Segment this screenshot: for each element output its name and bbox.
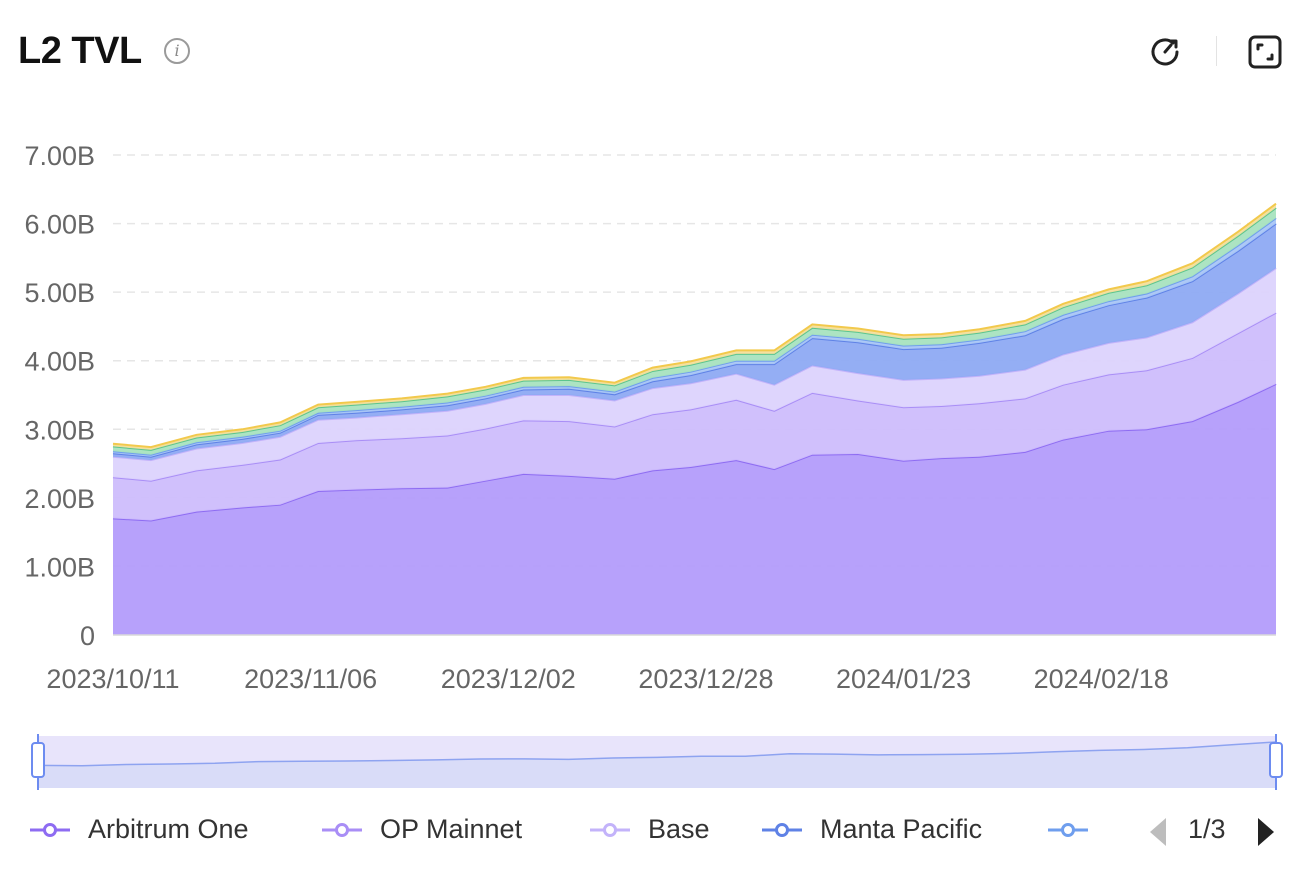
legend-label: OP Mainnet: [380, 814, 523, 844]
series-line-6: [112, 202, 1277, 449]
x-tick-label: 2024/02/18: [1034, 664, 1169, 694]
y-tick-label: 6.00B: [24, 210, 95, 240]
y-tick-label: 5.00B: [24, 278, 95, 308]
legend-next-icon[interactable]: [1252, 814, 1280, 850]
series-area-1: [113, 312, 1276, 521]
legend-page-indicator: 1/3: [1188, 814, 1226, 844]
y-tick-label: 2.00B: [24, 484, 95, 514]
y-tick-label: 1.00B: [24, 552, 95, 582]
zoom-handle-left[interactable]: [31, 742, 45, 778]
chart-title: L2 TVL: [18, 30, 142, 72]
legend-label: Manta Pacific: [820, 814, 983, 844]
legend-marker-icon: [762, 823, 802, 837]
x-tick-label: 2023/12/28: [638, 664, 773, 694]
zoom-preview-line: [37, 741, 1277, 767]
x-tick-label: 2023/10/11: [46, 664, 179, 694]
fullscreen-icon[interactable]: [1245, 32, 1285, 72]
legend-label: Arbitrum One: [88, 814, 249, 844]
legend-marker-icon: [1048, 823, 1088, 837]
series-area-3: [113, 223, 1276, 461]
legend-marker-icon: [30, 823, 70, 837]
y-tick-label: 3.00B: [24, 415, 95, 445]
series-area-2: [113, 268, 1276, 481]
y-tick-label: 4.00B: [24, 347, 95, 377]
refresh-icon[interactable]: [1145, 32, 1185, 72]
zoom-preview-area: [38, 742, 1276, 788]
series-area-0: [113, 384, 1276, 635]
x-tick-label: 2023/11/06: [244, 664, 377, 694]
x-tick-label: 2024/01/23: [836, 664, 971, 694]
toolbar-divider: [1216, 36, 1217, 66]
legend-prev-icon[interactable]: [1144, 814, 1172, 850]
zoom-handle-right[interactable]: [1269, 742, 1283, 778]
y-tick-label: 7.00B: [24, 141, 95, 171]
legend-marker-icon: [590, 823, 630, 837]
tvl-area-chart[interactable]: 0 1.00B 2.00B 3.00B 4.00B 5.00B 6.00B 7.00B 2023…: [0, 100, 1302, 800]
legend-marker-icon: [322, 823, 362, 837]
legend-label: Base: [648, 814, 710, 844]
x-tick-label: 2023/12/02: [441, 664, 576, 694]
y-tick-label: 0: [80, 621, 95, 651]
info-icon[interactable]: i: [164, 38, 190, 64]
